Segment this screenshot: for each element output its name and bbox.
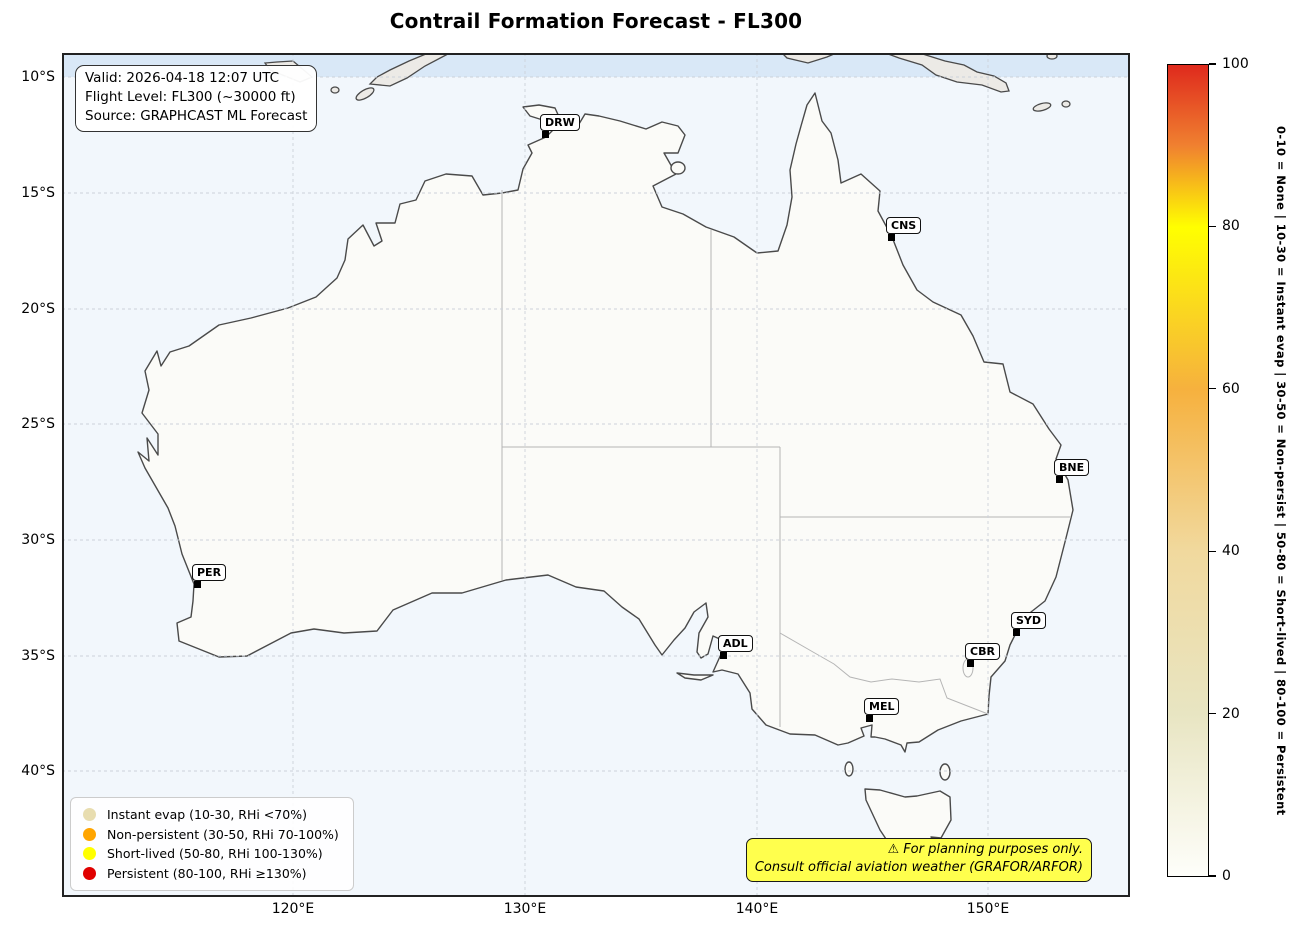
city-marker-DRW <box>541 130 549 138</box>
legend-swatch <box>83 866 96 880</box>
y-tick-label: 20°S <box>21 301 55 317</box>
city-label-BNE: BNE <box>1054 459 1090 476</box>
city-marker-BNE <box>1055 475 1063 483</box>
city-marker-MEL <box>865 714 873 722</box>
city-marker-CNS <box>887 233 895 241</box>
louisiade-island-2 <box>1061 100 1071 108</box>
city-markers-layer: DRW CNS BNE PER SYD ADL CBR MEL <box>62 53 1130 897</box>
map: DRW CNS BNE PER SYD ADL CBR MEL Valid: 2026-04-… <box>62 53 1130 897</box>
y-tick-label: 15°S <box>21 185 55 201</box>
colorbar-tick-label: 60 <box>1222 380 1240 397</box>
info-valid-time: Valid: 2026-04-18 12:07 UTC <box>85 70 280 86</box>
colorbar-tickmark <box>1209 712 1216 715</box>
legend-swatch <box>83 847 96 861</box>
colorbar-label: 0-10 = None | 10-30 = Instant evap | 30-… <box>1274 125 1288 816</box>
info-flight-level: Flight Level: FL300 (~30000 ft) <box>85 89 296 105</box>
city-label-MEL: MEL <box>864 698 900 715</box>
legend-item-1: Non-persistent (30-50, RHi 70-100%) <box>81 825 339 845</box>
chart-title: Contrail Formation Forecast - FL300 <box>389 9 803 33</box>
colorbar-tickmark <box>1209 388 1216 390</box>
city-marker-PER <box>193 580 201 588</box>
x-tick-label: 140°E <box>735 901 779 917</box>
y-tick-label: 10°S <box>21 69 55 85</box>
y-tick-label: 25°S <box>21 416 55 432</box>
x-tick-label: 150°E <box>966 901 1010 917</box>
flinders-island <box>939 763 951 781</box>
map-legend: Instant evap (10-30, RHi <70%) Non-persis… <box>70 797 354 891</box>
legend-label: Short-lived (50-80, RHi 100-130%) <box>107 846 323 862</box>
city-marker-CBR <box>966 659 974 667</box>
legend-swatch <box>83 827 96 841</box>
colorbar-tick-label: 100 <box>1222 56 1249 72</box>
png-landmass <box>781 53 1010 93</box>
x-tick-label: 130°E <box>503 901 547 917</box>
basemap-svg <box>62 53 1130 897</box>
forecast-info-box: Valid: 2026-04-18 12:07 UTC Flight Level… <box>75 65 318 132</box>
info-source: Source: GRAPHCAST ML Forecast <box>85 108 308 124</box>
legend-item-2: Short-lived (50-80, RHi 100-130%) <box>81 844 339 864</box>
city-label-ADL: ADL <box>718 635 753 652</box>
city-label-CBR: CBR <box>965 643 1000 660</box>
colorbar <box>1167 64 1209 877</box>
colorbar-tickmark <box>1209 875 1216 877</box>
y-tick-label: 30°S <box>21 532 55 548</box>
city-marker-ADL <box>719 651 727 659</box>
disclaimer-line-2: Consult official aviation weather (GRAFO… <box>754 860 1083 875</box>
city-label-CNS: CNS <box>886 217 922 234</box>
y-tick-label: 40°S <box>21 763 55 779</box>
state-borders <box>501 190 1071 727</box>
sawu-island <box>330 86 340 94</box>
city-label-PER: PER <box>192 564 227 581</box>
colorbar-tick-label: 40 <box>1222 543 1240 560</box>
australia-mainland <box>137 92 1074 753</box>
city-marker-SYD <box>1012 628 1020 636</box>
colorbar-tickmark <box>1209 225 1216 228</box>
colorbar-tick-label: 20 <box>1222 705 1240 722</box>
louisiade-island-1 <box>1032 102 1052 112</box>
king-island <box>844 761 854 777</box>
city-label-SYD: SYD <box>1011 612 1047 629</box>
city-label-DRW: DRW <box>540 114 580 131</box>
legend-swatch <box>83 808 96 822</box>
colorbar-tick-label: 80 <box>1222 218 1240 235</box>
colorbar-tick-label: 0 <box>1222 868 1231 884</box>
legend-item-0: Instant evap (10-30, RHi <70%) <box>81 805 339 825</box>
rote-island <box>355 87 375 101</box>
legend-items: Instant evap (10-30, RHi <70%) Non-persis… <box>81 805 339 883</box>
timor-island <box>368 53 448 87</box>
colorbar-tickmark <box>1209 63 1216 65</box>
disclaimer-box: ⚠ For planning purposes only. Consult of… <box>745 838 1092 882</box>
legend-label: Non-persistent (30-50, RHi 70-100%) <box>107 826 339 842</box>
legend-item-3: Persistent (80-100, RHi ≥130%) <box>81 864 339 884</box>
graticule <box>62 53 1130 897</box>
legend-label: Persistent (80-100, RHi ≥130%) <box>107 865 307 881</box>
y-tick-label: 35°S <box>21 648 55 664</box>
map-frame <box>62 53 1130 897</box>
colorbar-tickmark <box>1209 550 1216 552</box>
x-tick-label: 120°E <box>271 901 315 917</box>
legend-label: Instant evap (10-30, RHi <70%) <box>107 807 307 823</box>
groote-eylandt <box>670 161 686 175</box>
disclaimer-line-1: ⚠ For planning purposes only. <box>887 842 1084 857</box>
kangaroo-island <box>676 672 714 681</box>
